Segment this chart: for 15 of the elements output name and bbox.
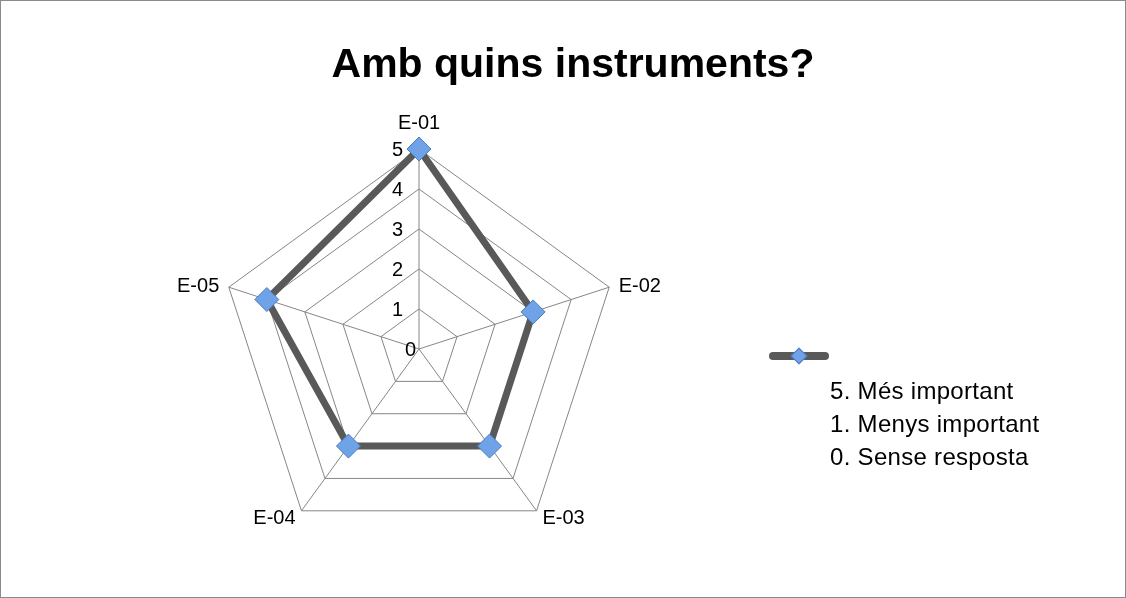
text: 5. Més important: [830, 376, 1015, 406]
spoke-label: E-02: [618, 273, 661, 296]
y-tick-label: 3: [391, 217, 403, 240]
spoke-label: E-05: [177, 273, 220, 296]
text: 1. Menys important: [830, 409, 1040, 439]
y-tick-label: 5: [391, 137, 403, 160]
spoke-label: E-01: [397, 110, 441, 133]
text: 0. Sense resposta: [830, 442, 1030, 472]
chart-title: Amb quins instruments?: [330, 39, 816, 87]
y-tick-label: 2: [391, 257, 403, 280]
y-tick-label: 4: [391, 177, 403, 200]
y-tick-label: 0: [404, 337, 416, 360]
y-tick-label: 1: [391, 297, 403, 320]
spoke-label: E-03: [542, 506, 585, 529]
spoke-label: E-04: [253, 506, 296, 529]
